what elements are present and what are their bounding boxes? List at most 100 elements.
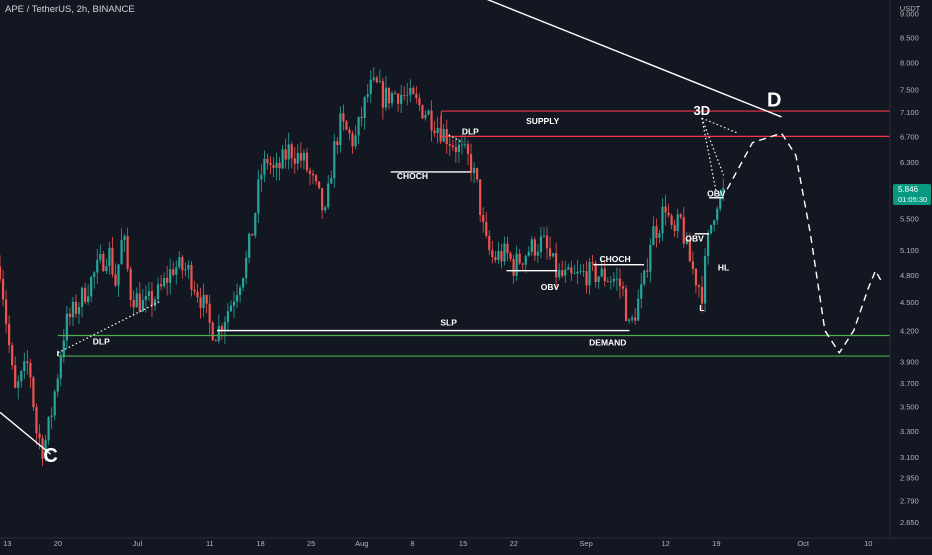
candle-body — [427, 110, 430, 115]
candle-body — [676, 214, 679, 232]
price-tick-label: 3.300 — [900, 427, 919, 436]
time-tick-label: 8 — [410, 539, 414, 548]
candle-body — [479, 179, 482, 216]
current-price-label: 5.846 — [898, 185, 919, 194]
candle-body — [460, 144, 464, 146]
candle-body — [375, 77, 378, 83]
candle-body — [524, 255, 527, 265]
candle-body — [697, 285, 701, 288]
candle-body — [512, 259, 515, 276]
time-tick-label: 22 — [510, 539, 518, 548]
candle-body — [658, 233, 661, 238]
candle-body — [238, 287, 242, 296]
time-tick-label: Aug — [355, 539, 368, 548]
label-3d: 3D — [694, 103, 711, 118]
label-choch: CHOCH — [397, 171, 428, 181]
candle-body — [93, 272, 96, 277]
candle-body — [327, 183, 330, 208]
candle-body — [77, 307, 81, 314]
label-obv: OBV — [541, 282, 560, 292]
candle-body — [169, 269, 172, 283]
candle-body — [594, 263, 597, 283]
candle-body — [196, 291, 199, 298]
time-tick-label: 10 — [864, 539, 872, 548]
downtrend-line-to-c — [0, 411, 52, 455]
price-tick-label: 2.790 — [900, 497, 919, 506]
label-supply: SUPPLY — [526, 116, 560, 126]
candle-body — [548, 248, 552, 257]
candle-body — [390, 93, 394, 104]
candle-body — [8, 323, 11, 346]
candle-body — [457, 144, 460, 152]
candle-body — [99, 253, 102, 260]
candle-body — [147, 291, 151, 296]
label-choch: CHOCH — [599, 254, 630, 264]
candle-body — [466, 144, 470, 155]
price-tick-label: 3.100 — [900, 453, 919, 462]
pattern-dotted-2 — [701, 118, 717, 193]
candle-body — [627, 319, 631, 321]
candle-body — [576, 271, 579, 274]
price-tick-label: 4.500 — [900, 298, 919, 307]
candle-body — [664, 206, 667, 213]
candle-body — [506, 243, 509, 254]
candle-body — [166, 277, 169, 283]
candle-body — [454, 147, 457, 152]
price-tick-label: 8.000 — [900, 59, 919, 68]
candle-body — [533, 239, 536, 256]
candle-body — [393, 93, 397, 94]
candle-body — [503, 243, 506, 262]
candle-body — [591, 261, 594, 264]
candle-body — [296, 153, 299, 164]
candle-body — [163, 277, 166, 287]
candle-body — [515, 253, 518, 276]
candle-body — [290, 144, 293, 159]
candle-body — [700, 287, 704, 304]
label-l: L — [699, 303, 704, 313]
candle-body — [251, 233, 254, 236]
candle-body — [293, 158, 296, 164]
time-tick-label: 13 — [3, 539, 11, 548]
candle-body — [205, 294, 208, 304]
candle-body — [96, 259, 99, 273]
candle-body — [597, 276, 600, 283]
candle-body — [138, 293, 141, 312]
candle-body — [710, 224, 713, 234]
candle-body — [606, 281, 609, 282]
candle-body — [652, 226, 655, 246]
candle-body — [311, 173, 315, 176]
candle-body — [11, 345, 14, 366]
candle-body — [23, 361, 26, 372]
price-tick-label: 2.950 — [900, 473, 919, 482]
candle-body — [430, 110, 433, 131]
candle-body — [494, 256, 497, 260]
time-tick-label: 11 — [206, 539, 214, 548]
candle-body — [472, 168, 476, 174]
price-tick-label: 4.200 — [900, 327, 919, 336]
candle-body — [120, 239, 123, 265]
candle-body — [542, 235, 546, 237]
price-tick-label: 3.700 — [900, 379, 919, 388]
candle-body — [694, 268, 698, 286]
candle-body — [254, 213, 257, 236]
candle-body — [609, 281, 612, 283]
candle-body — [141, 300, 144, 312]
candle-body — [570, 267, 573, 274]
candle-body — [284, 149, 287, 160]
candle-body — [108, 247, 111, 267]
symbol-title: APE / TetherUS, 2h, BINANCE — [5, 4, 135, 15]
candles-layer — [0, 66, 725, 466]
candle-body — [588, 261, 591, 286]
projection-path — [726, 132, 884, 354]
candle-body — [585, 271, 588, 286]
label-slp: SLP — [440, 318, 457, 328]
candle-body — [722, 187, 725, 193]
candle-body — [509, 253, 512, 260]
candle-body — [439, 127, 442, 142]
price-tick-label: 8.500 — [900, 33, 919, 42]
candle-body — [348, 129, 351, 134]
label-dlp: DLP — [462, 126, 479, 136]
label-d: D — [767, 89, 781, 111]
